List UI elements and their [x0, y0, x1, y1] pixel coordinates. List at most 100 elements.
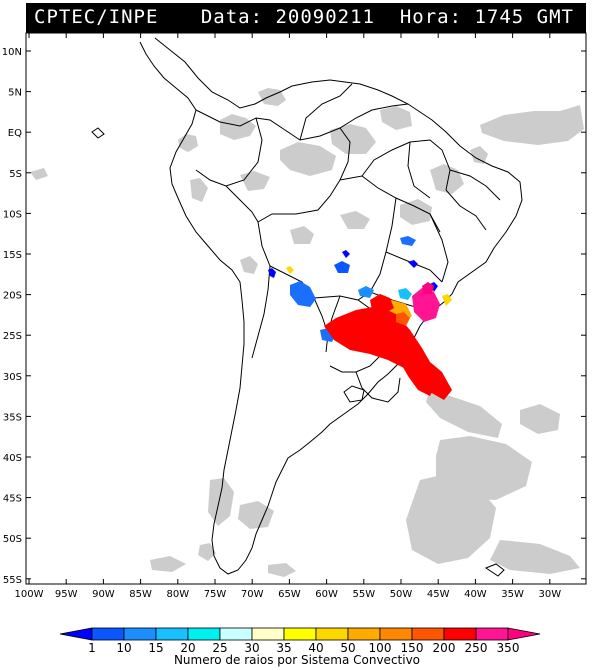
colorbar-label: 15: [148, 641, 163, 655]
lat-label: 15S: [3, 250, 22, 261]
colorbar: 1 10 15 20 25 30 35 40 50 100 150 200 250 350: [59, 627, 541, 655]
lightning-cell: [412, 288, 440, 322]
cloud-patch: [178, 134, 198, 152]
cloud-patch: [220, 114, 256, 140]
colorbar-box: [219, 627, 253, 641]
map-header: CPTEC/INPE Data: 20090211 Hora: 1745 GMT: [26, 3, 586, 33]
island: [484, 563, 505, 577]
state-border: [445, 189, 487, 231]
lon-label: 45W: [427, 589, 450, 600]
lightning-cell: [400, 350, 436, 396]
lon-label: 95W: [55, 589, 78, 600]
cloud-patch: [470, 146, 488, 164]
country-border: [257, 127, 351, 223]
island: [343, 385, 365, 403]
lon-label: 30W: [538, 589, 561, 600]
colorbar-arrow-left: [59, 627, 93, 641]
colorbar-box: [251, 627, 285, 641]
cloud-patch: [406, 474, 496, 564]
colorbar-box: [187, 627, 221, 641]
colorbar-label: 150: [401, 641, 424, 655]
lightning-cell: [398, 288, 412, 300]
colorbar-box: [91, 627, 125, 641]
lon-label: 50W: [390, 589, 413, 600]
lat-label: 20S: [3, 291, 22, 302]
lightning-cell: [400, 236, 416, 246]
lon-label: 35W: [501, 589, 524, 600]
colorbar-box: [283, 627, 317, 641]
coastline: [139, 37, 523, 575]
cloud-patch: [30, 168, 48, 180]
colorbar-box: [347, 627, 381, 641]
cloud-patch: [330, 124, 376, 154]
state-border: [339, 103, 409, 129]
lightning-cell: [342, 250, 350, 258]
colorbar-label: 1: [88, 641, 96, 655]
country-border: [355, 371, 401, 403]
colorbar-box: [475, 627, 509, 641]
colorbar-label: 20: [180, 641, 195, 655]
state-border: [407, 141, 431, 199]
cloud-patch: [380, 106, 412, 130]
lat-label: 25S: [3, 331, 22, 342]
lightning-cell: [370, 294, 394, 314]
lat-label: 40S: [3, 453, 22, 464]
colorbar-box: [315, 627, 349, 641]
lon-label: 55W: [352, 589, 375, 600]
lat-label: 10N: [2, 47, 22, 58]
latitude-ticks: 10N 5N EQ 5S 10S 15S 20S 25S 30S 35S 40S 45S 50S 55S: [2, 47, 586, 586]
lat-label: 50S: [3, 534, 22, 545]
map-frame: [25, 32, 587, 585]
state-border: [299, 83, 353, 141]
lon-label: 75W: [204, 589, 227, 600]
lightning-cell: [290, 281, 316, 307]
lon-label: 40W: [464, 589, 487, 600]
header-source: CPTEC/INPE: [34, 6, 159, 28]
lon-label: 90W: [92, 589, 115, 600]
colorbar-label: 30: [244, 641, 259, 655]
lightning-cell: [442, 294, 452, 306]
island: [91, 127, 105, 139]
lightning-cell: [358, 286, 374, 298]
colorbar-label: 50: [340, 641, 355, 655]
lon-label: 100W: [15, 589, 44, 600]
lightning-cell: [422, 282, 434, 294]
lat-label: 55S: [3, 575, 22, 586]
lat-label: 10S: [3, 209, 22, 220]
lightning-cell: [268, 268, 276, 278]
cloud-patch: [400, 199, 432, 225]
lat-label: 30S: [3, 372, 22, 383]
colorbar-arrow-right: [507, 627, 541, 641]
colorbar-label: 100: [369, 641, 392, 655]
country-border: [195, 117, 263, 187]
colorbar-box: [123, 627, 157, 641]
colorbar-label: 40: [308, 641, 323, 655]
state-border: [361, 139, 451, 191]
lightning-cell: [334, 261, 350, 273]
colorbar-title: Numero de raios por Sistema Convectivo: [174, 653, 420, 667]
lightning-cell: [408, 260, 418, 268]
lat-label: 35S: [3, 412, 22, 423]
lightning-cell: [396, 312, 410, 326]
cloud-patch: [150, 556, 186, 572]
cloud-patch: [198, 543, 216, 561]
lon-label: 80W: [166, 589, 189, 600]
colorbar-box: [155, 627, 189, 641]
cloud-patch: [208, 478, 234, 526]
cloud-patch: [190, 178, 208, 202]
cloud-patch: [340, 211, 370, 229]
cloud-patch: [290, 226, 314, 244]
colorbar-box: [411, 627, 445, 641]
colorbar-box: [443, 627, 477, 641]
country-border: [225, 185, 259, 223]
colorbar-label: 350: [497, 641, 520, 655]
cloud-patch: [238, 501, 274, 529]
header-date-time: Data: 20090211 Hora: 1745 GMT: [200, 6, 574, 28]
lightning-cells: [268, 236, 452, 400]
lon-label: 70W: [241, 589, 264, 600]
colorbar-label: 10: [116, 641, 131, 655]
cloud-patch: [480, 105, 584, 145]
lat-label: 5S: [9, 169, 22, 180]
state-border: [385, 251, 443, 283]
